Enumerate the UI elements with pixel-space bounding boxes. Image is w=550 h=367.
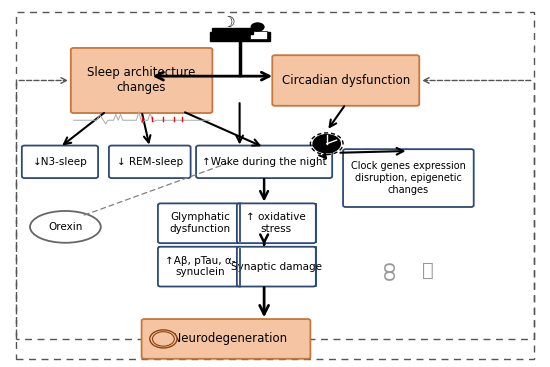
FancyBboxPatch shape [22,146,98,178]
FancyBboxPatch shape [71,48,212,113]
Circle shape [313,135,340,153]
FancyBboxPatch shape [343,149,474,207]
Text: Glymphatic
dysfunction: Glymphatic dysfunction [169,212,230,234]
FancyBboxPatch shape [158,203,243,243]
FancyBboxPatch shape [109,146,191,178]
Text: Sleep architecture
changes: Sleep architecture changes [87,66,196,94]
Text: ☽: ☽ [222,15,235,30]
Text: ↑Wake during the night: ↑Wake during the night [202,157,326,167]
Text: Neurodegeneration: Neurodegeneration [165,333,287,345]
Text: ↓ REM-sleep: ↓ REM-sleep [117,157,183,167]
Circle shape [250,22,265,32]
Text: ↑ oxidative
stress: ↑ oxidative stress [246,212,306,234]
FancyBboxPatch shape [158,247,243,287]
FancyBboxPatch shape [210,32,270,41]
FancyBboxPatch shape [141,319,310,359]
FancyBboxPatch shape [196,146,332,178]
Text: ⧗: ⧗ [421,261,433,280]
Text: ↓N3-sleep: ↓N3-sleep [32,157,87,167]
FancyBboxPatch shape [237,247,316,287]
FancyBboxPatch shape [272,55,419,106]
FancyBboxPatch shape [250,31,267,39]
FancyBboxPatch shape [237,203,316,243]
Text: ꝏ: ꝏ [380,260,399,280]
Text: ↑Aβ, pTau, α-
synuclein: ↑Aβ, pTau, α- synuclein [165,256,235,277]
FancyBboxPatch shape [212,28,253,33]
Text: Clock genes expression
disruption, epigenetic
changes: Clock genes expression disruption, epige… [351,161,466,195]
Text: Circadian dysfunction: Circadian dysfunction [282,74,410,87]
Ellipse shape [30,211,101,243]
Circle shape [150,330,177,348]
Text: Synaptic damage: Synaptic damage [231,262,322,272]
Text: Orexin: Orexin [48,222,82,232]
